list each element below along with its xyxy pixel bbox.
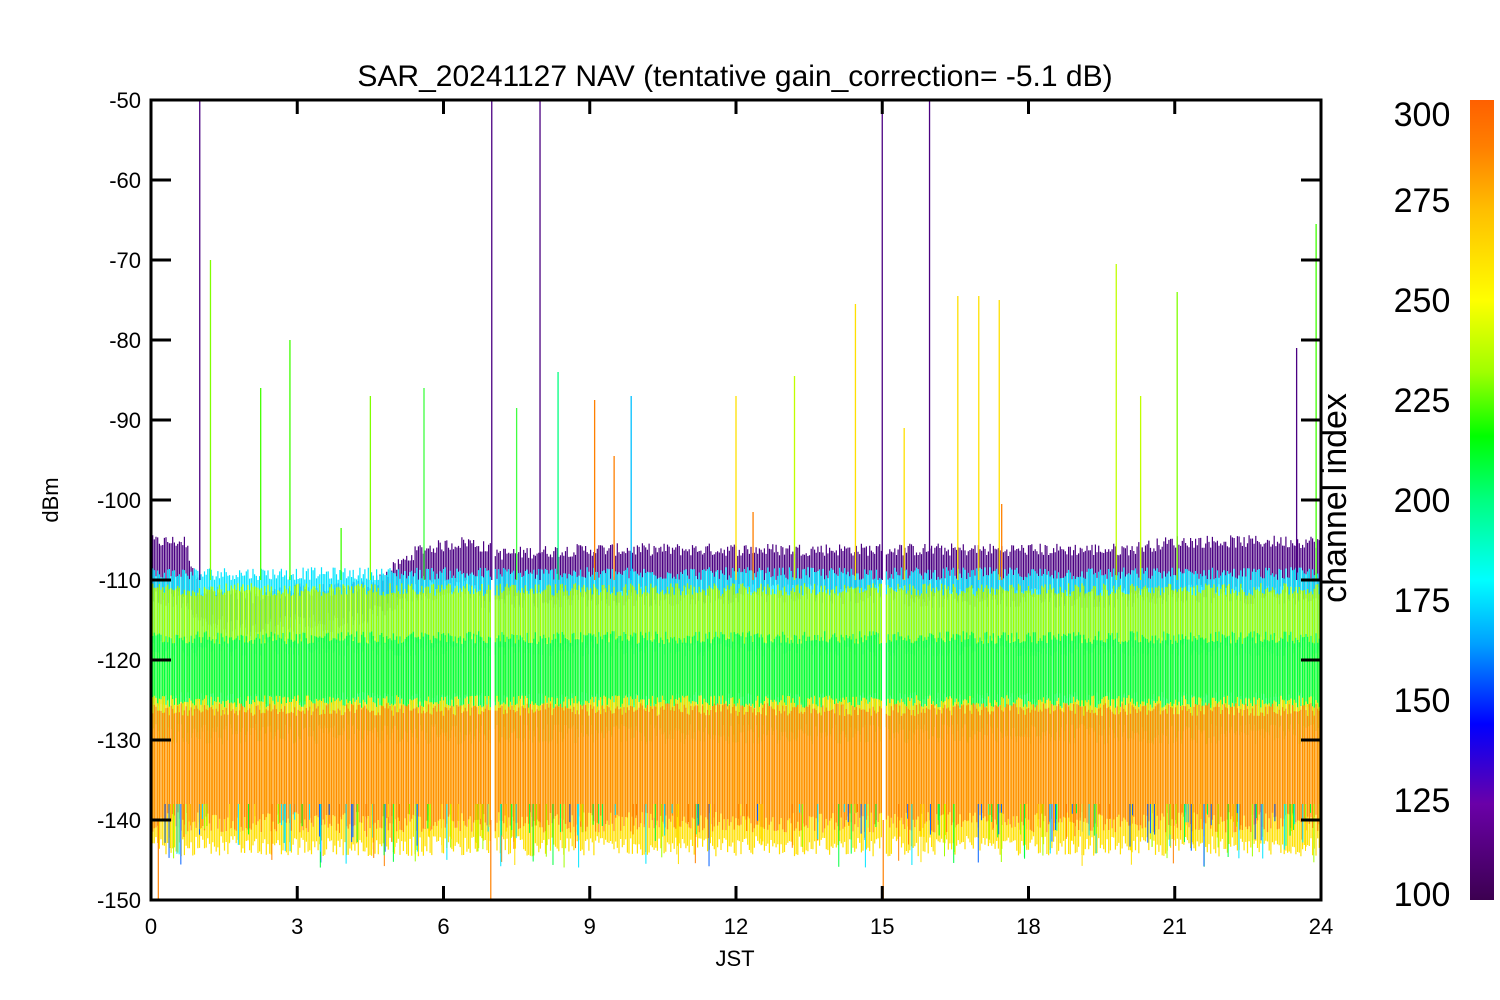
x-tick-label: 18: [1016, 914, 1040, 939]
y-tick-label: -130: [97, 728, 141, 753]
colorbar-tick-label: 275: [1394, 182, 1451, 220]
colorbar-tick-label: 250: [1394, 282, 1451, 320]
chart-title: SAR_20241127 NAV (tentative gain_correct…: [357, 60, 1112, 93]
y-tick-label: -50: [109, 88, 141, 113]
x-tick-label: 24: [1309, 914, 1333, 939]
y-tick-label: -70: [109, 248, 141, 273]
y-tick-label: -140: [97, 808, 141, 833]
spikes: [199, 100, 1317, 580]
colorbar-tick-label: 200: [1394, 482, 1451, 520]
y-axis: -50 -60 -70 -80 -90 -100 -110 -120 -130 -140 -150: [97, 88, 1321, 913]
colorbar-tick-label: 300: [1394, 96, 1451, 134]
x-tick-label: 21: [1163, 914, 1187, 939]
series-band-path: [151, 703, 1321, 833]
y-axis-label: dBm: [38, 477, 63, 522]
x-tick-label: 15: [870, 914, 894, 939]
colorbar: [1470, 100, 1494, 900]
y-tick-label: -150: [97, 888, 141, 913]
colorbar-tick-label: 150: [1394, 682, 1451, 720]
x-tick-label: 12: [724, 914, 748, 939]
y-tick-label: -60: [109, 168, 141, 193]
colorbar-tick-label: 225: [1394, 382, 1451, 420]
y-tick-label: -120: [97, 648, 141, 673]
x-axis: 0 3 6 9 12 15 18 21 24: [145, 100, 1333, 939]
x-tick-label: 0: [145, 914, 157, 939]
x-axis-label: JST: [715, 946, 754, 971]
colorbar-title: channel index: [1316, 393, 1354, 603]
colorbar-tick-label: 125: [1394, 782, 1451, 820]
y-tick-label: -90: [109, 408, 141, 433]
x-tick-label: 6: [437, 914, 449, 939]
colorbar-tick-label: 100: [1394, 876, 1451, 914]
colorbar-tick-label: 175: [1394, 582, 1451, 620]
y-tick-label: -110: [99, 568, 141, 593]
colorbar-ticks: 300 275 250 225 200 175 150 125 100: [1394, 96, 1451, 914]
series-band-200-225: [151, 631, 1321, 745]
series-outliers: [164, 804, 1321, 868]
y-tick-label: -80: [109, 328, 141, 353]
data-layer: [151, 100, 1321, 900]
series-band-path: [151, 631, 1321, 745]
series-band-280-300: [151, 703, 1321, 833]
y-tick-label: -100: [97, 488, 141, 513]
x-tick-label: 9: [584, 914, 596, 939]
x-tick-label: 3: [291, 914, 303, 939]
